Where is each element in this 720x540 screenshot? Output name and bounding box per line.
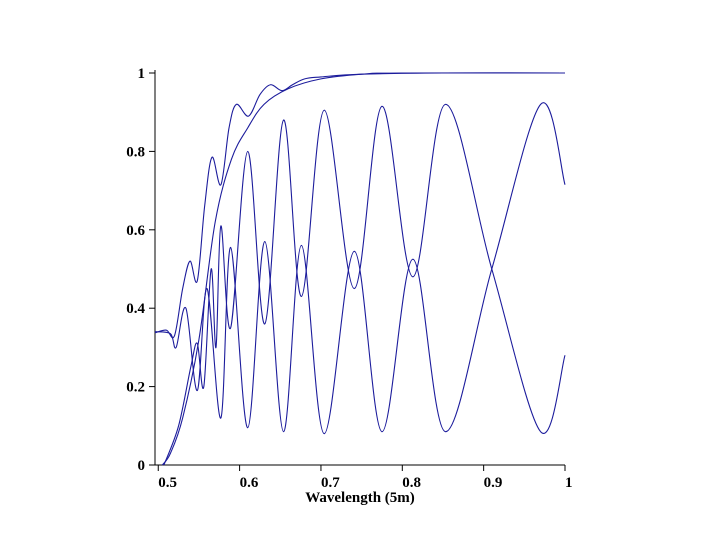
x-axis-label: Wavelength (5m): [305, 490, 415, 506]
x-tick-label: 0.7: [321, 475, 340, 491]
x-tick-label: 0.6: [240, 475, 259, 491]
y-tick-label: 0: [138, 458, 146, 474]
x-tick-label: 0.5: [158, 475, 177, 491]
y-tick-label: 0.4: [126, 301, 145, 317]
x-tick-label: 0.8: [402, 475, 421, 491]
y-tick-label: 0.2: [126, 380, 145, 396]
y-tick-label: 0.6: [126, 223, 145, 239]
y-tick-label: 1: [138, 66, 146, 82]
y-tick-label: 0.8: [126, 144, 145, 160]
curve: [163, 103, 566, 466]
x-tick-label: 0.9: [484, 475, 503, 491]
curve: [161, 72, 566, 466]
x-tick-label: 1: [565, 475, 573, 491]
curve: [154, 72, 566, 339]
curve: [154, 102, 566, 435]
